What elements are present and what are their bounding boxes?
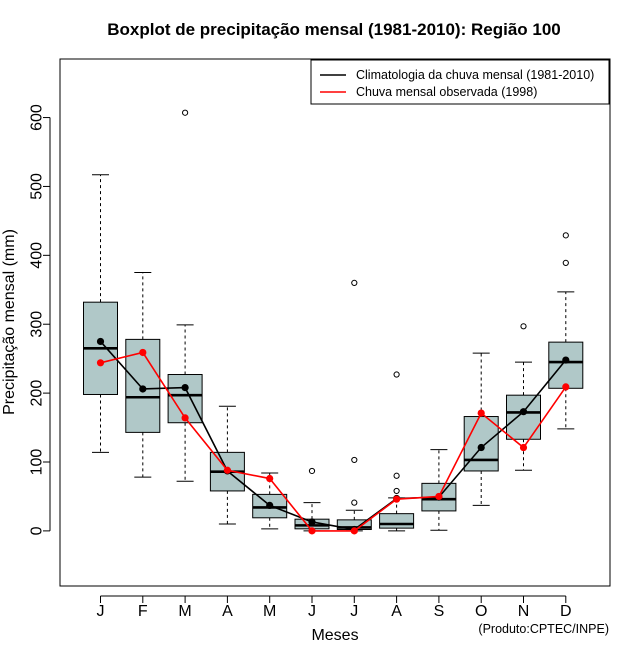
legend: Climatologia da chuva mensal (1981-2010)… bbox=[310, 59, 610, 105]
product-credit: (Produto:CPTEC/INPE) bbox=[478, 622, 609, 636]
series-point-6 bbox=[350, 527, 358, 535]
legend-label-climatology: Climatologia da chuva mensal (1981-2010) bbox=[356, 68, 594, 82]
x-tick-label-8: S bbox=[434, 603, 445, 620]
plot-frame bbox=[59, 58, 611, 587]
y-tick-label-400: 400 bbox=[29, 242, 46, 269]
series-point-1 bbox=[139, 348, 147, 357]
y-axis: 0 100 200 300 400 500 600 bbox=[29, 104, 51, 535]
outlier-point bbox=[351, 456, 358, 464]
series-line bbox=[99, 340, 567, 531]
series-point-2 bbox=[181, 414, 189, 422]
series-observed bbox=[96, 348, 570, 535]
series-point-0 bbox=[96, 359, 105, 367]
series-point-1 bbox=[139, 385, 147, 393]
x-tick-label-9: O bbox=[475, 603, 487, 620]
outlier-point bbox=[393, 371, 400, 378]
series-group bbox=[96, 337, 570, 535]
x-tick-label-2: M bbox=[178, 603, 191, 620]
box-S-8 bbox=[421, 449, 457, 531]
box-M-2 bbox=[167, 109, 203, 482]
chart-title: Boxplot de precipitação mensal (1981-201… bbox=[107, 20, 561, 39]
outlier-point bbox=[562, 259, 569, 267]
x-tick-label-6: J bbox=[350, 603, 358, 620]
y-tick-label-500: 500 bbox=[29, 173, 46, 200]
box-body bbox=[463, 416, 499, 472]
boxes-group bbox=[83, 109, 584, 532]
legend-box bbox=[310, 59, 610, 105]
outlier-point bbox=[520, 323, 527, 330]
series-point-10 bbox=[519, 443, 528, 452]
series-point-0 bbox=[96, 337, 105, 346]
y-tick-label-600: 600 bbox=[29, 104, 46, 131]
outlier-point bbox=[562, 232, 569, 239]
x-tick-label-7: A bbox=[391, 603, 402, 620]
series-point-11 bbox=[562, 356, 570, 364]
x-tick-label-4: M bbox=[263, 603, 276, 620]
outlier-point bbox=[393, 472, 400, 479]
box-N-10 bbox=[506, 323, 541, 471]
x-tick-label-0: J bbox=[97, 603, 105, 620]
series-point-11 bbox=[562, 383, 570, 391]
box-A-7 bbox=[379, 371, 415, 532]
series-point-2 bbox=[181, 384, 189, 392]
series-point-7 bbox=[393, 495, 401, 503]
series-point-8 bbox=[435, 492, 443, 501]
outlier-point bbox=[308, 467, 316, 475]
box-A-3 bbox=[209, 405, 245, 525]
outlier-point bbox=[351, 279, 358, 286]
series-point-9 bbox=[477, 409, 485, 417]
x-tick-label-1: F bbox=[138, 603, 148, 620]
series-line bbox=[100, 351, 567, 532]
x-axis-label: Meses bbox=[311, 627, 358, 644]
box-body bbox=[506, 394, 541, 440]
outlier-point bbox=[182, 109, 189, 116]
box-D-11 bbox=[548, 232, 584, 430]
box-body bbox=[548, 341, 584, 389]
box-O-9 bbox=[463, 352, 499, 506]
legend-label-observed: Chuva mensal observada (1998) bbox=[356, 85, 537, 99]
x-tick-label-3: A bbox=[222, 603, 233, 620]
y-tick-label-300: 300 bbox=[29, 311, 46, 338]
box-body bbox=[421, 482, 457, 512]
x-tick-label-11: D bbox=[560, 603, 572, 620]
y-tick-label-100: 100 bbox=[29, 449, 46, 476]
y-axis-label: Precipitação mensal (mm) bbox=[1, 229, 18, 415]
box-J-6 bbox=[336, 279, 372, 532]
y-tick-label-0: 0 bbox=[29, 526, 46, 535]
series-point-3 bbox=[223, 466, 231, 474]
outlier-point bbox=[351, 499, 358, 506]
series-point-9 bbox=[477, 443, 485, 452]
series-point-4 bbox=[266, 474, 274, 483]
outlier-point bbox=[393, 487, 400, 495]
series-point-4 bbox=[266, 501, 274, 509]
box-body bbox=[379, 513, 415, 529]
x-tick-label-10: N bbox=[518, 603, 530, 620]
series-point-5 bbox=[308, 527, 316, 535]
box-J-0 bbox=[83, 174, 118, 453]
y-tick-label-200: 200 bbox=[29, 380, 46, 407]
series-point-10 bbox=[519, 408, 528, 416]
x-tick-label-5: J bbox=[308, 603, 316, 620]
series-point-5 bbox=[308, 518, 316, 526]
